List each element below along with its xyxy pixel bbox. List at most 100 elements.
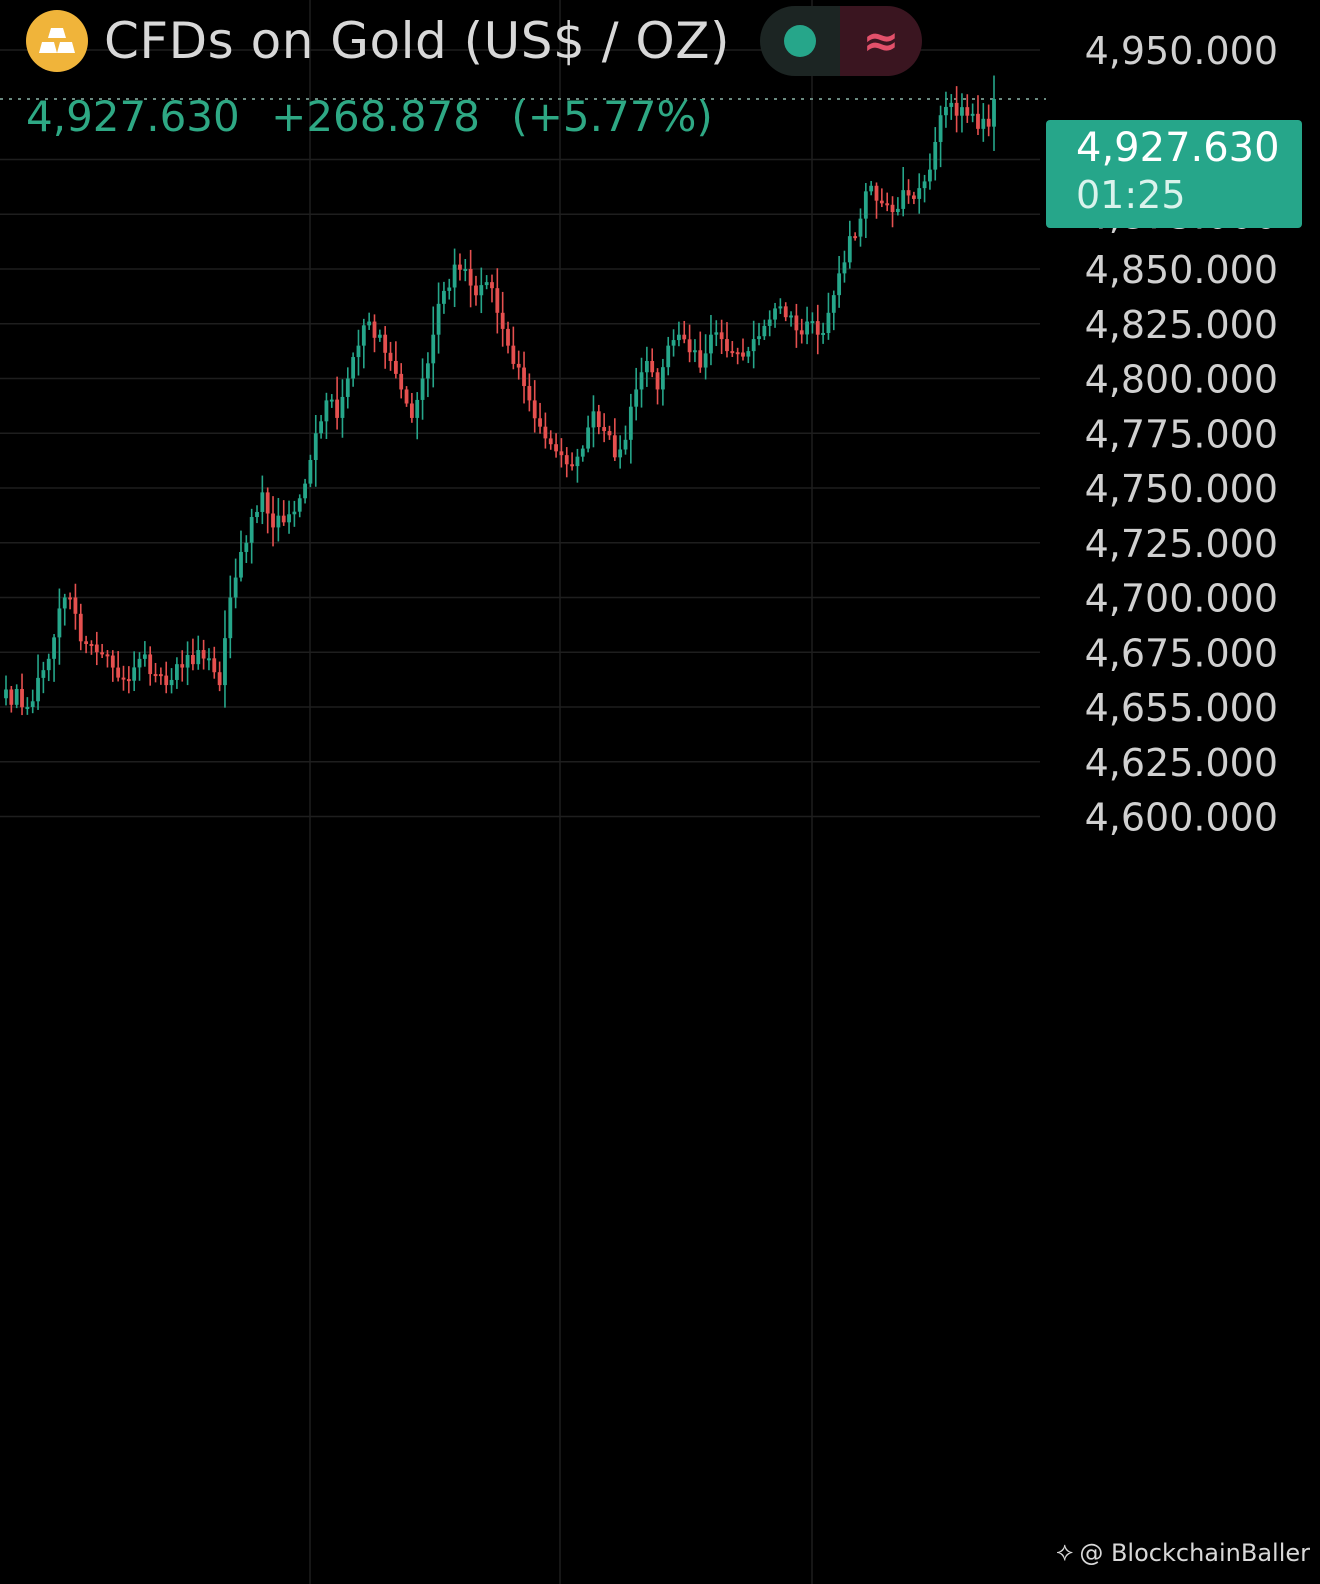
candle-body <box>500 312 505 329</box>
chart-header: CFDs on Gold (US$ / OZ) ≈ <box>26 6 923 76</box>
candle-body <box>767 319 772 326</box>
candle-body <box>842 262 847 274</box>
candle-body <box>207 658 211 661</box>
watermark: ⟡ @ BlockchainBaller <box>1056 1537 1310 1568</box>
candle-body <box>132 667 137 681</box>
candle-body <box>847 236 852 263</box>
candle-body <box>554 444 558 452</box>
candle-countdown: 01:25 <box>1076 173 1186 217</box>
candle-body <box>14 689 19 705</box>
live-dot-icon <box>784 25 817 57</box>
candle-body <box>239 551 243 578</box>
candle-body <box>890 204 895 213</box>
candle-body <box>714 332 719 335</box>
candle-body <box>789 315 793 318</box>
candle-body <box>458 264 462 270</box>
candle-body <box>591 411 596 428</box>
y-tick-label: 4,750.000 <box>1085 467 1278 511</box>
candle-body <box>25 707 30 709</box>
candle-body <box>602 427 607 432</box>
candle-body <box>41 670 46 678</box>
candle-body <box>479 285 484 296</box>
candle-body <box>922 181 927 189</box>
candle-body <box>62 597 67 609</box>
candle-body <box>522 367 526 387</box>
candle-body <box>976 113 980 129</box>
live-status-button[interactable] <box>760 6 841 76</box>
candle-body <box>773 308 777 320</box>
candle-body <box>308 460 313 484</box>
candle-body <box>917 188 922 199</box>
candle-body <box>260 492 265 512</box>
candle-body <box>575 456 580 467</box>
candle-body <box>276 515 281 528</box>
gold-bars-icon <box>26 10 88 72</box>
candle-body <box>981 118 986 129</box>
grid-lines <box>0 0 1040 1584</box>
candle-body <box>196 650 201 665</box>
candle-body <box>249 517 254 543</box>
candle-body <box>751 339 756 352</box>
candle-body <box>618 449 623 458</box>
candle-body <box>233 577 238 598</box>
y-tick-label: 4,655.000 <box>1085 686 1278 730</box>
candle-body <box>762 325 767 337</box>
candle-body <box>244 542 249 552</box>
price-axis[interactable]: 4,950.0004,900.0004,875.0004,850.0004,82… <box>1085 29 1278 840</box>
candle-body <box>4 689 8 699</box>
candle-body <box>874 185 879 201</box>
candle-body <box>46 658 51 671</box>
current-price: 4,927.630 <box>1076 125 1280 171</box>
candle-body <box>607 431 612 436</box>
candle-body <box>666 345 671 368</box>
candle-body <box>799 330 804 335</box>
candle-body <box>174 664 179 680</box>
candle-body <box>944 106 948 116</box>
candle-body <box>815 321 820 335</box>
price-change: +268.878 <box>271 92 480 141</box>
candle-body <box>810 321 815 324</box>
candle-body <box>644 360 649 373</box>
candle-body <box>442 290 446 304</box>
candle-body <box>596 411 601 428</box>
candle-body <box>452 264 457 288</box>
candle-body <box>580 448 585 457</box>
y-tick-label: 4,800.000 <box>1085 358 1278 402</box>
candle-body <box>388 352 393 361</box>
candle-body <box>564 455 569 465</box>
candle-body <box>703 353 708 368</box>
candle-body <box>516 363 521 368</box>
candle-body <box>879 200 884 204</box>
candle-body <box>794 315 799 331</box>
candle-body <box>217 672 222 686</box>
candle-body <box>735 352 740 355</box>
candle-body <box>863 191 868 219</box>
candle-body <box>164 675 169 686</box>
candle-body <box>506 328 510 346</box>
candle-body <box>431 334 436 364</box>
candle-body <box>415 399 420 418</box>
candle-body <box>911 195 916 199</box>
indicator-toggle[interactable]: ≈ <box>760 6 923 76</box>
candle-body <box>928 169 932 182</box>
candle-body <box>148 654 153 675</box>
candle-body <box>73 597 78 614</box>
candle-body <box>383 334 388 353</box>
candle-body <box>490 282 494 289</box>
wave-indicator-icon[interactable]: ≈ <box>840 6 923 76</box>
candle-body <box>271 513 275 528</box>
candle-body <box>725 339 729 352</box>
candle-body <box>933 141 938 170</box>
candle-body <box>420 378 425 400</box>
candle-body <box>436 303 441 335</box>
candle-body <box>741 352 745 357</box>
candle-body <box>986 118 991 127</box>
candle-body <box>783 306 788 318</box>
candle-body <box>831 295 836 313</box>
candle-body <box>361 325 366 346</box>
candle-body <box>223 638 227 686</box>
candle-body <box>639 372 644 390</box>
candle-body <box>543 426 548 439</box>
